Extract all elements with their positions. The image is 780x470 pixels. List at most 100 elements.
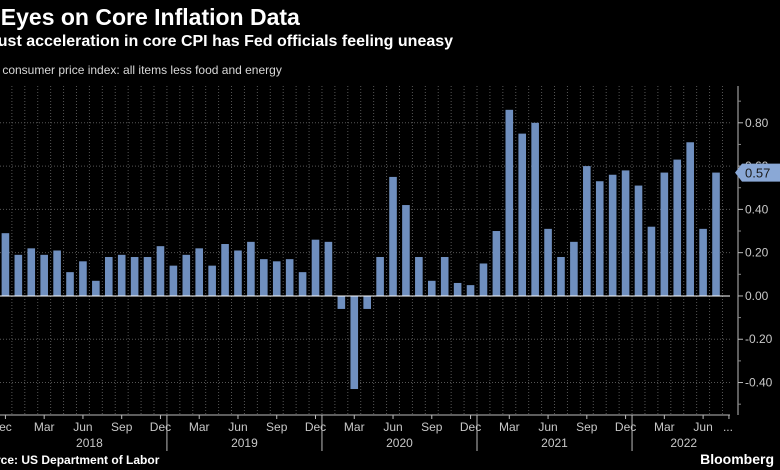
x-tick-label: Jun (538, 420, 557, 434)
x-tick-label: Dec (460, 420, 481, 434)
bar (40, 254, 48, 296)
bar (337, 295, 346, 309)
bar (660, 172, 669, 296)
bar (557, 256, 565, 296)
bar (182, 254, 191, 296)
x-tick-label: ec (0, 420, 12, 434)
x-tick-label: Mar (654, 420, 675, 434)
bar (156, 246, 165, 296)
bar (518, 133, 527, 296)
labels: -0.40-0.200.000.200.400.600.800.57ecMarJ… (0, 116, 780, 450)
y-tick-label: -0.40 (745, 376, 773, 390)
bar (324, 241, 333, 296)
bar (505, 109, 514, 296)
x-tick-label: Sep (266, 420, 288, 434)
y-tick-label: -0.20 (745, 332, 773, 346)
source-note: rce: US Department of Labor (0, 453, 160, 467)
year-label: 2021 (541, 436, 568, 450)
bar (570, 241, 578, 296)
bar (699, 228, 707, 296)
bar (117, 254, 126, 296)
bar (492, 231, 501, 296)
bar (53, 250, 61, 296)
x-tick-label: Jun (693, 420, 712, 434)
series-label: S consumer price index: all items less f… (0, 63, 282, 77)
bar (272, 261, 281, 296)
bar (621, 170, 630, 296)
y-tick-label: 0.40 (745, 202, 769, 216)
x-tick-label: Mar (499, 420, 520, 434)
year-label: 2022 (670, 436, 697, 450)
bar (311, 239, 320, 296)
bar (402, 205, 410, 296)
bar (1, 233, 10, 296)
bar (389, 176, 397, 296)
bar (415, 256, 423, 296)
bar (686, 142, 694, 296)
bar (195, 248, 204, 296)
x-tick-label: Jun (73, 420, 92, 434)
bar (712, 172, 720, 296)
bar (221, 244, 229, 296)
bar (673, 159, 682, 296)
bar (544, 228, 552, 296)
bar (285, 259, 294, 296)
bar (143, 256, 152, 296)
bar (208, 265, 216, 296)
bar (479, 263, 488, 296)
year-label: 2019 (231, 436, 258, 450)
x-tick-label: Sep (576, 420, 598, 434)
bar (647, 226, 656, 296)
bar (247, 241, 255, 296)
bar (363, 295, 371, 309)
x-tick-label: ... (723, 420, 733, 434)
bar (350, 295, 359, 390)
bloomberg-logo: Bloomberg (700, 451, 774, 467)
bar (466, 285, 475, 296)
bar (92, 280, 100, 296)
callout-label: 0.57 (745, 166, 770, 181)
bar (66, 272, 74, 296)
bar (634, 185, 643, 296)
x-tick-label: Jun (228, 420, 247, 434)
x-tick-label: Dec (305, 420, 326, 434)
bar (14, 254, 23, 296)
chart-subtitle: gust acceleration in core CPI has Fed of… (0, 33, 454, 50)
bar (79, 261, 87, 296)
bar (595, 181, 604, 296)
bar (440, 256, 449, 296)
bar (427, 280, 436, 296)
axes (0, 86, 743, 451)
x-tick-label: Mar (34, 420, 55, 434)
bar (531, 122, 539, 296)
y-tick-label: 0.80 (745, 116, 769, 130)
bar (169, 265, 178, 296)
year-label: 2018 (76, 436, 103, 450)
bars (1, 109, 720, 390)
bar (104, 256, 113, 296)
x-tick-label: Sep (421, 420, 443, 434)
bar (583, 166, 591, 296)
y-tick-label: 0.00 (745, 289, 769, 303)
bar (298, 272, 307, 296)
x-tick-label: Dec (615, 420, 636, 434)
bar (130, 256, 139, 296)
x-tick-label: Dec (150, 420, 171, 434)
x-tick-label: Mar (344, 420, 365, 434)
year-label: 2020 (386, 436, 413, 450)
chart-title: l Eyes on Core Inflation Data (0, 4, 300, 30)
bar (453, 282, 462, 296)
x-tick-label: Sep (111, 420, 133, 434)
bar (608, 174, 617, 296)
y-tick-label: 0.20 (745, 246, 769, 260)
latest-value-callout: 0.57 (735, 163, 780, 182)
gridlines (0, 86, 730, 415)
bar (376, 256, 384, 296)
bar (260, 259, 268, 296)
bar (27, 248, 36, 296)
x-tick-label: Mar (189, 420, 210, 434)
x-tick-label: Jun (383, 420, 402, 434)
callout-box (735, 163, 780, 182)
bar (234, 250, 242, 296)
